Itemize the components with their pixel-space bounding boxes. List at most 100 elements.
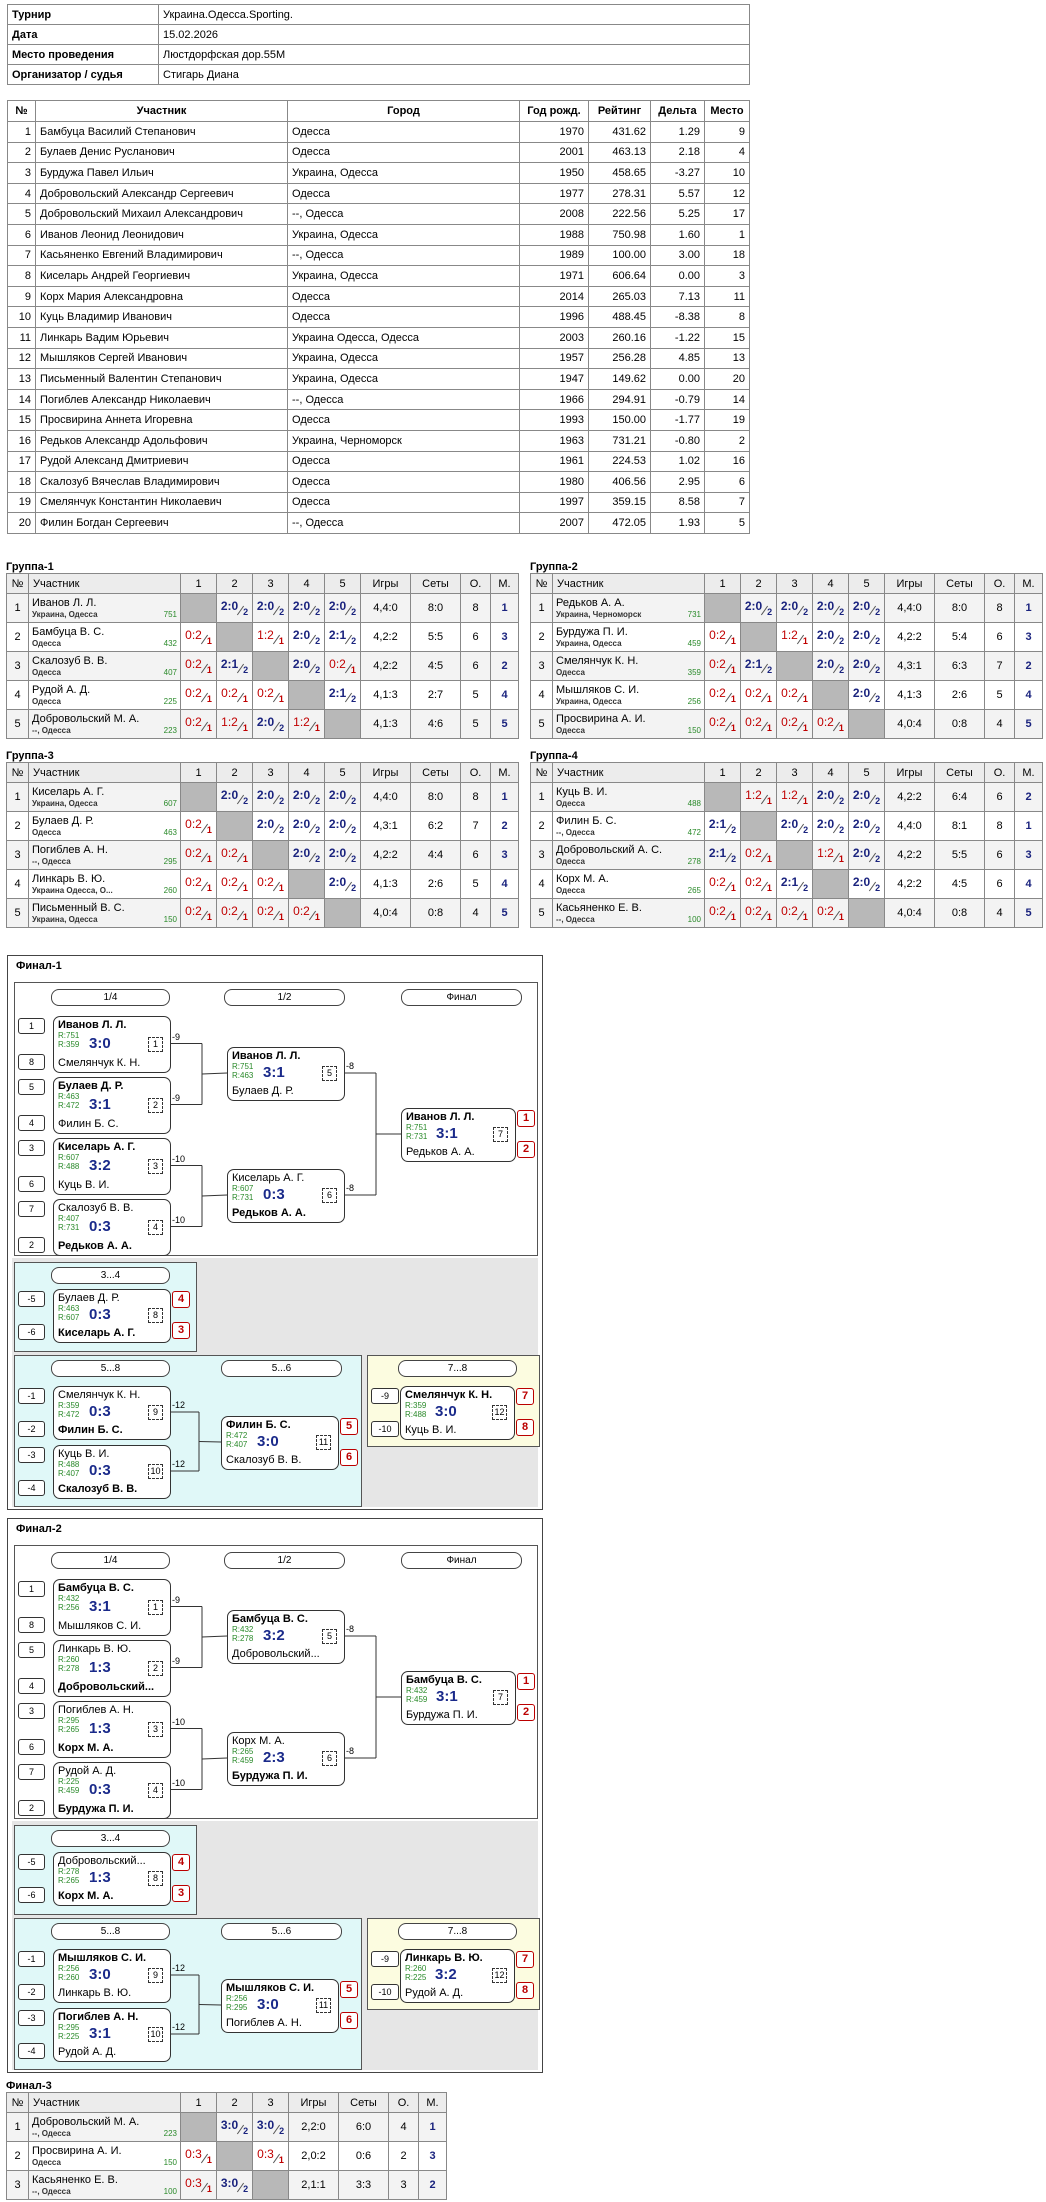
place: 5 xyxy=(340,1418,358,1435)
player-name: Корх М. А. xyxy=(232,1735,285,1747)
cell: Просвирина Аннета Игоревна xyxy=(35,409,288,431)
result-points: 2 xyxy=(839,825,845,835)
seed: 7 xyxy=(18,1764,45,1780)
player-rating: R:459 xyxy=(232,1756,254,1765)
result-score: 1:2 xyxy=(817,846,834,860)
cell: 18 xyxy=(7,471,36,493)
result-score: 3:0 xyxy=(220,2176,239,2190)
place: 5 xyxy=(490,709,519,739)
cell: Бурдужа Павел Ильич xyxy=(35,162,288,184)
result-score: 0:2 xyxy=(709,904,726,918)
player-name: Смелянчук К. Н. xyxy=(58,1057,141,1069)
result-cell: 0:2 1 xyxy=(740,680,777,710)
cell: 1961 xyxy=(519,450,589,473)
result-cell: 2:0 2 xyxy=(324,811,361,841)
result-cell: 2:0 2 xyxy=(812,782,849,812)
cell: --, Одесса xyxy=(287,203,520,225)
result-cell: 0:2 1 xyxy=(704,622,741,652)
player-rating: 100 xyxy=(687,914,701,924)
diagonal-cell xyxy=(288,680,325,710)
player-rating: R:278 xyxy=(232,1634,254,1643)
cell: 9 xyxy=(704,121,750,143)
match-number: 8 xyxy=(148,1871,163,1886)
info-row: Дата 15.02.2026 xyxy=(7,24,750,45)
cell: 8 xyxy=(704,306,750,328)
column-header: № xyxy=(7,100,36,122)
cell: Одесса xyxy=(287,121,520,143)
place: 5 xyxy=(340,1981,358,1998)
next-match: -12 xyxy=(172,1963,186,1973)
result-score: 0:2 xyxy=(257,875,274,889)
cell: 11 xyxy=(704,285,750,308)
cell: 13 xyxy=(704,347,750,370)
player-rating: R:751 xyxy=(58,1031,80,1040)
cell: 431.62 xyxy=(588,121,651,143)
participant-row: 9 Корх Мария Александровна Одесса 2014 265.0… xyxy=(7,285,750,308)
place: 1 xyxy=(490,782,519,812)
result-score: 0:2 xyxy=(221,875,238,889)
result-points: 1 xyxy=(206,883,212,893)
sets: 4:5 xyxy=(934,869,985,899)
points: 5 xyxy=(460,680,491,710)
cell: Добровольский Александр Сергеевич xyxy=(35,182,288,205)
points: 2 xyxy=(388,2141,419,2171)
player-rating: R:731 xyxy=(232,1193,254,1202)
result-score: 0:2 xyxy=(745,904,762,918)
row-number: 2 xyxy=(530,811,553,841)
player-cell: Мышляков С. И. Украина, Одесса 256 xyxy=(552,680,705,710)
cell: 2008 xyxy=(519,203,589,225)
player-rating: 463 xyxy=(163,827,177,837)
player-rating: R:256 xyxy=(226,1994,248,2003)
result-points: 2 xyxy=(839,607,845,617)
result-points: 1 xyxy=(206,694,212,704)
round-header: 1/2 xyxy=(224,989,345,1006)
player-rating: R:295 xyxy=(226,2003,248,2012)
player-rating: R:225 xyxy=(405,1973,427,1982)
column-header: Игры xyxy=(360,573,411,594)
player-rating: R:459 xyxy=(406,1695,428,1704)
result-points: 2 xyxy=(803,607,809,617)
cell: 606.64 xyxy=(588,265,651,287)
result-cell: 1:2 1 xyxy=(740,782,777,812)
diagonal-cell xyxy=(180,782,217,812)
diagonal-cell xyxy=(216,622,253,652)
cell: 1 xyxy=(7,121,36,143)
header-row: № Участник 1 2 3 4 5 Игры Сеты О. М. xyxy=(6,573,519,594)
result-score: 1:2 xyxy=(221,715,238,729)
player-cell: Письменный В. С. Украина, Одесса 150 xyxy=(28,898,181,928)
group-row: 3 Добровольский А. С. Одесса 278 2:1 2 0:2 1 1:2… xyxy=(530,840,1043,870)
result-cell: 1:2 1 xyxy=(812,840,849,870)
player-info: --, Одесса 100 xyxy=(32,2187,177,2197)
cell: 1.02 xyxy=(650,450,705,473)
cell: Украина, Черноморск xyxy=(287,429,520,452)
result-points: 1 xyxy=(766,694,772,704)
seed: -1 xyxy=(18,1951,45,1967)
cell: Иванов Леонид Леонидович xyxy=(35,223,288,246)
player-info: Одесса 432 xyxy=(32,639,177,649)
result-points: 2 xyxy=(351,636,357,646)
cell: Добровольский Михаил Александрович xyxy=(35,203,288,225)
result-points: 1 xyxy=(278,2155,284,2165)
column-header: Рейтинг xyxy=(588,100,651,122)
diagonal-cell xyxy=(216,2141,253,2171)
player-rating: 359 xyxy=(687,667,701,677)
match-score: 3:0 xyxy=(257,1996,279,2013)
column-header: 2 xyxy=(216,573,253,594)
result-cell: 2:0 2 xyxy=(288,651,325,681)
points: 6 xyxy=(984,782,1015,812)
player-city: Одесса xyxy=(556,725,585,735)
result-score: 0:2 xyxy=(293,904,310,918)
match-box: Бамбуца В. С. R:432 Бурдужа П. И. R:459 3:1 7 xyxy=(401,1671,516,1725)
seed: -5 xyxy=(18,1854,45,1870)
match-box: Бамбуца В. С. R:432 Мышляков С. И. R:256 3:1… xyxy=(53,1579,171,1636)
diagonal-cell xyxy=(812,869,849,899)
cell: Скалозуб Вячеслав Владимирович xyxy=(35,471,288,493)
player-rating: R:407 xyxy=(58,1214,80,1223)
player-city: --, Одесса xyxy=(32,2128,71,2138)
result-points: 1 xyxy=(278,883,284,893)
result-cell: 0:3 1 xyxy=(180,2141,217,2171)
column-header: 1 xyxy=(180,573,217,594)
result-points: 1 xyxy=(766,796,772,806)
result-cell: 2:1 2 xyxy=(704,811,741,841)
group-row: 5 Добровольский М. А. --, Одесса 223 0:2 1 1:2… xyxy=(6,709,519,739)
